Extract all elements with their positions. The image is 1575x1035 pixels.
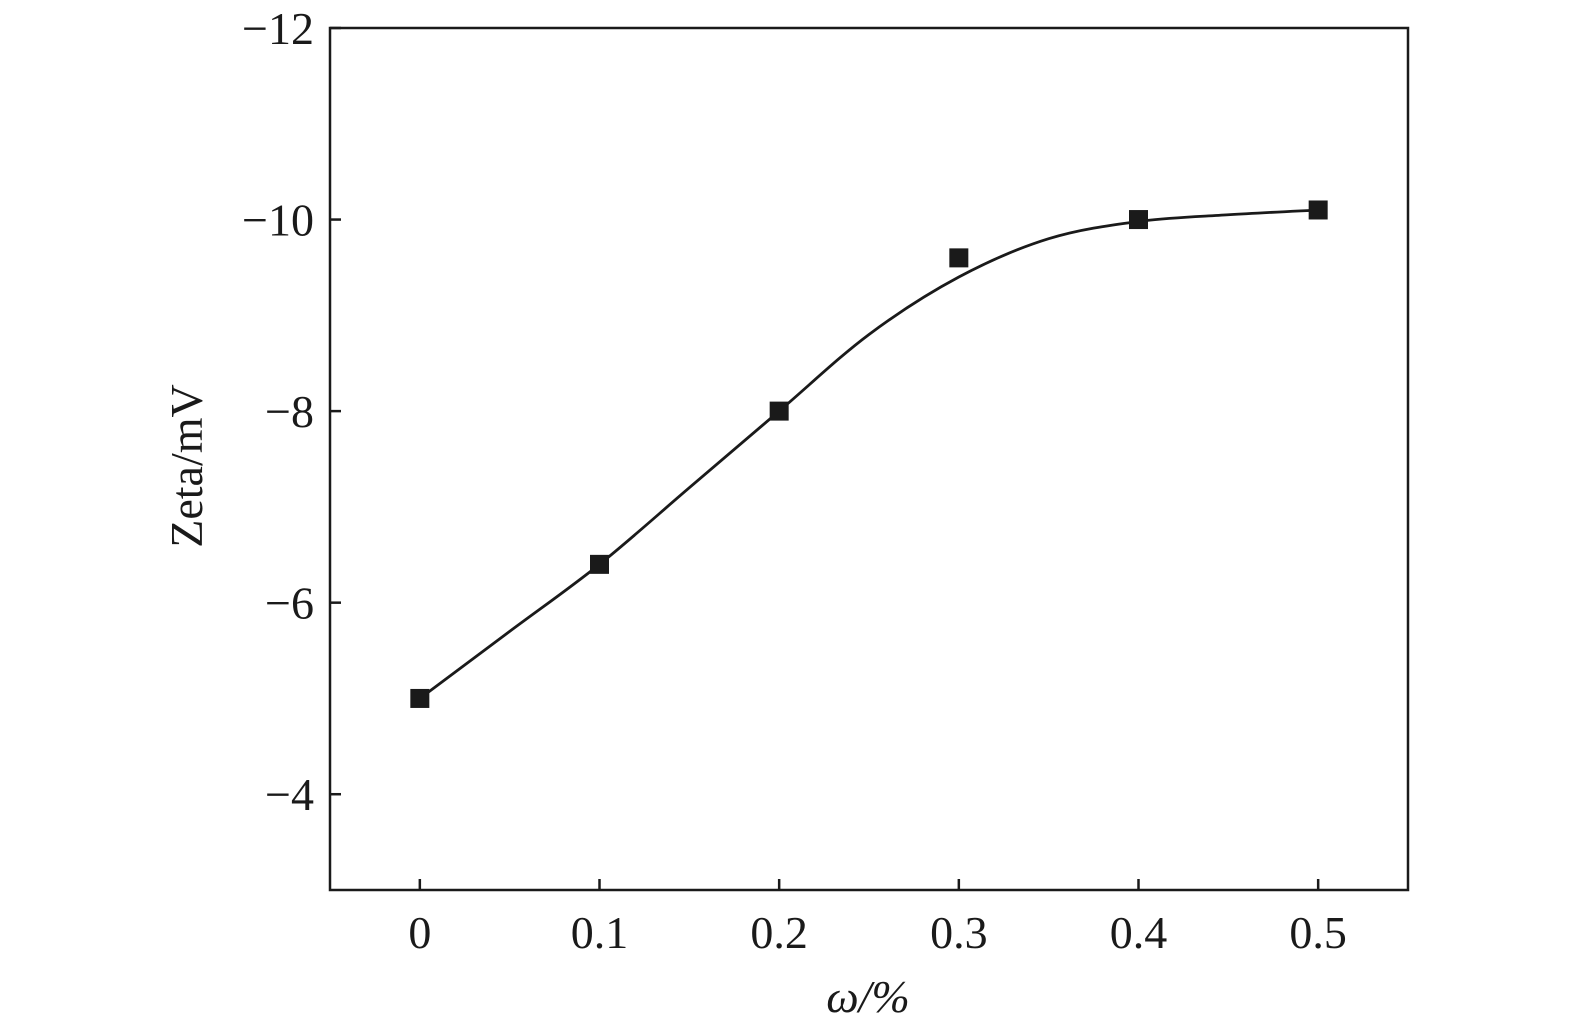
points-layer [410,200,1328,708]
y-axis-label: Zeta/mV [161,384,212,548]
data-point [410,688,430,708]
data-point [769,401,789,421]
data-point [949,248,969,268]
x-tick-label: 0.1 [571,907,629,958]
data-point [1308,200,1328,220]
x-tick-label: 0.5 [1289,907,1347,958]
y-tick-label: −4 [265,769,314,820]
y-tick-label: −6 [265,578,314,629]
y-tick-label: −12 [242,3,314,54]
x-tick-label: 0.3 [930,907,988,958]
curve-layer [418,208,1319,700]
data-point [590,554,609,574]
y-tick-label: −10 [242,195,314,246]
x-tick-label: 0 [408,907,431,958]
y-tick-label: −8 [265,386,314,437]
fit-curve-line [418,208,1319,700]
x-tick-label: 0.4 [1110,907,1168,958]
x-axis-label: ω/% [826,971,910,1022]
data-point [1129,210,1148,230]
axes-layer: 0 0.1 0.2 0.3 0.4 0.5 −4 −6 −8 −10 −12 [242,3,1410,958]
plot-frame [328,26,1410,892]
x-tick-label: 0.2 [750,907,808,958]
